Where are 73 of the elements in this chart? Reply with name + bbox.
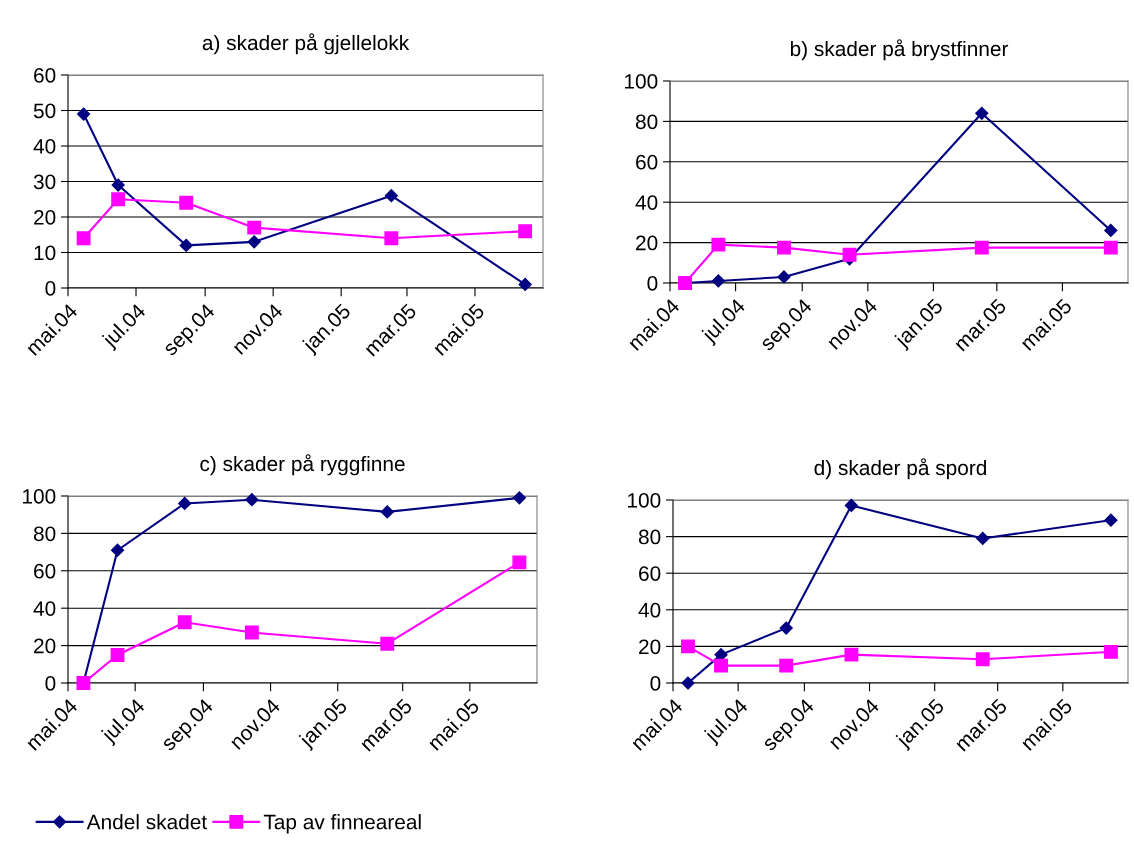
y-tick-label: 40 — [635, 195, 658, 210]
point — [681, 639, 695, 654]
y-tick-label: 100 — [625, 74, 658, 89]
point — [177, 615, 192, 630]
point — [380, 505, 394, 519]
y-tick-label: 40 — [33, 601, 56, 616]
y-tick-label: 50 — [33, 103, 56, 119]
point — [512, 491, 526, 505]
point — [178, 496, 192, 511]
point — [77, 107, 91, 121]
point — [975, 106, 989, 120]
point — [777, 270, 791, 284]
point — [844, 647, 859, 662]
chart-title: a) skader på gjellelokk — [202, 33, 410, 55]
point — [245, 493, 259, 507]
point — [779, 621, 793, 635]
point — [844, 498, 858, 513]
point — [512, 555, 527, 570]
point — [976, 531, 990, 546]
point — [179, 195, 194, 210]
chart-title: c) skader på ryggfinne — [200, 454, 405, 476]
y-tick-label: 0 — [45, 676, 56, 691]
point — [179, 238, 193, 252]
point — [244, 625, 259, 640]
y-tick-label: 100 — [23, 489, 56, 504]
y-tick-label: 20 — [34, 638, 56, 654]
y-tick-label: 60 — [636, 154, 658, 170]
legend-label: Tap av finneareal — [263, 814, 421, 834]
point — [779, 658, 794, 673]
point — [1103, 240, 1118, 255]
y-tick-label: 80 — [635, 114, 658, 130]
point — [974, 240, 989, 255]
y-tick-label: 40 — [33, 139, 56, 154]
y-tick-label: 60 — [639, 566, 661, 581]
point — [111, 178, 125, 192]
y-tick-label: 0 — [647, 276, 658, 291]
y-tick-label: 80 — [638, 529, 661, 545]
y-tick-label: 30 — [33, 174, 56, 190]
point — [1104, 513, 1118, 527]
point — [1104, 223, 1118, 238]
legend-label: Andel skadet — [86, 814, 207, 830]
y-tick-label: 60 — [34, 563, 56, 579]
point — [384, 231, 399, 246]
point — [111, 192, 126, 207]
point — [975, 652, 990, 667]
y-tick-label: 0 — [650, 676, 661, 691]
point — [777, 240, 791, 255]
y-tick-label: 80 — [33, 526, 56, 542]
y-tick-label: 20 — [34, 210, 56, 225]
y-tick-label: 60 — [34, 68, 56, 83]
point — [518, 224, 533, 239]
y-tick-label: 0 — [45, 281, 56, 296]
y-tick-label: 20 — [639, 639, 661, 655]
point — [110, 648, 125, 662]
y-tick-label: 10 — [34, 245, 56, 261]
chart-title: b) skader på brystfinner — [790, 39, 1009, 61]
point — [518, 277, 532, 292]
point — [711, 237, 726, 252]
point — [247, 220, 262, 235]
point — [247, 235, 261, 249]
chart-title: d) skader på spord — [814, 458, 987, 480]
point — [1103, 644, 1118, 659]
point — [76, 231, 91, 246]
y-tick-label: 40 — [638, 602, 661, 618]
point — [842, 247, 857, 262]
point — [384, 189, 398, 203]
point — [681, 676, 695, 690]
point — [714, 658, 729, 673]
point — [711, 274, 725, 288]
y-tick-label: 20 — [636, 235, 658, 251]
point — [110, 543, 125, 557]
y-tick-label: 100 — [628, 493, 661, 508]
point — [380, 636, 395, 651]
